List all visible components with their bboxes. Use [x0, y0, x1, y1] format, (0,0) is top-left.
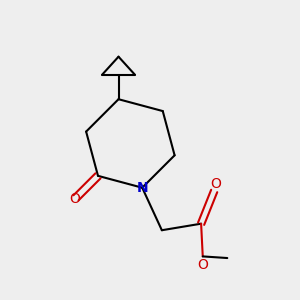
Text: N: N	[136, 181, 148, 195]
Text: O: O	[210, 177, 221, 191]
Text: O: O	[197, 258, 208, 272]
Text: O: O	[70, 192, 80, 206]
